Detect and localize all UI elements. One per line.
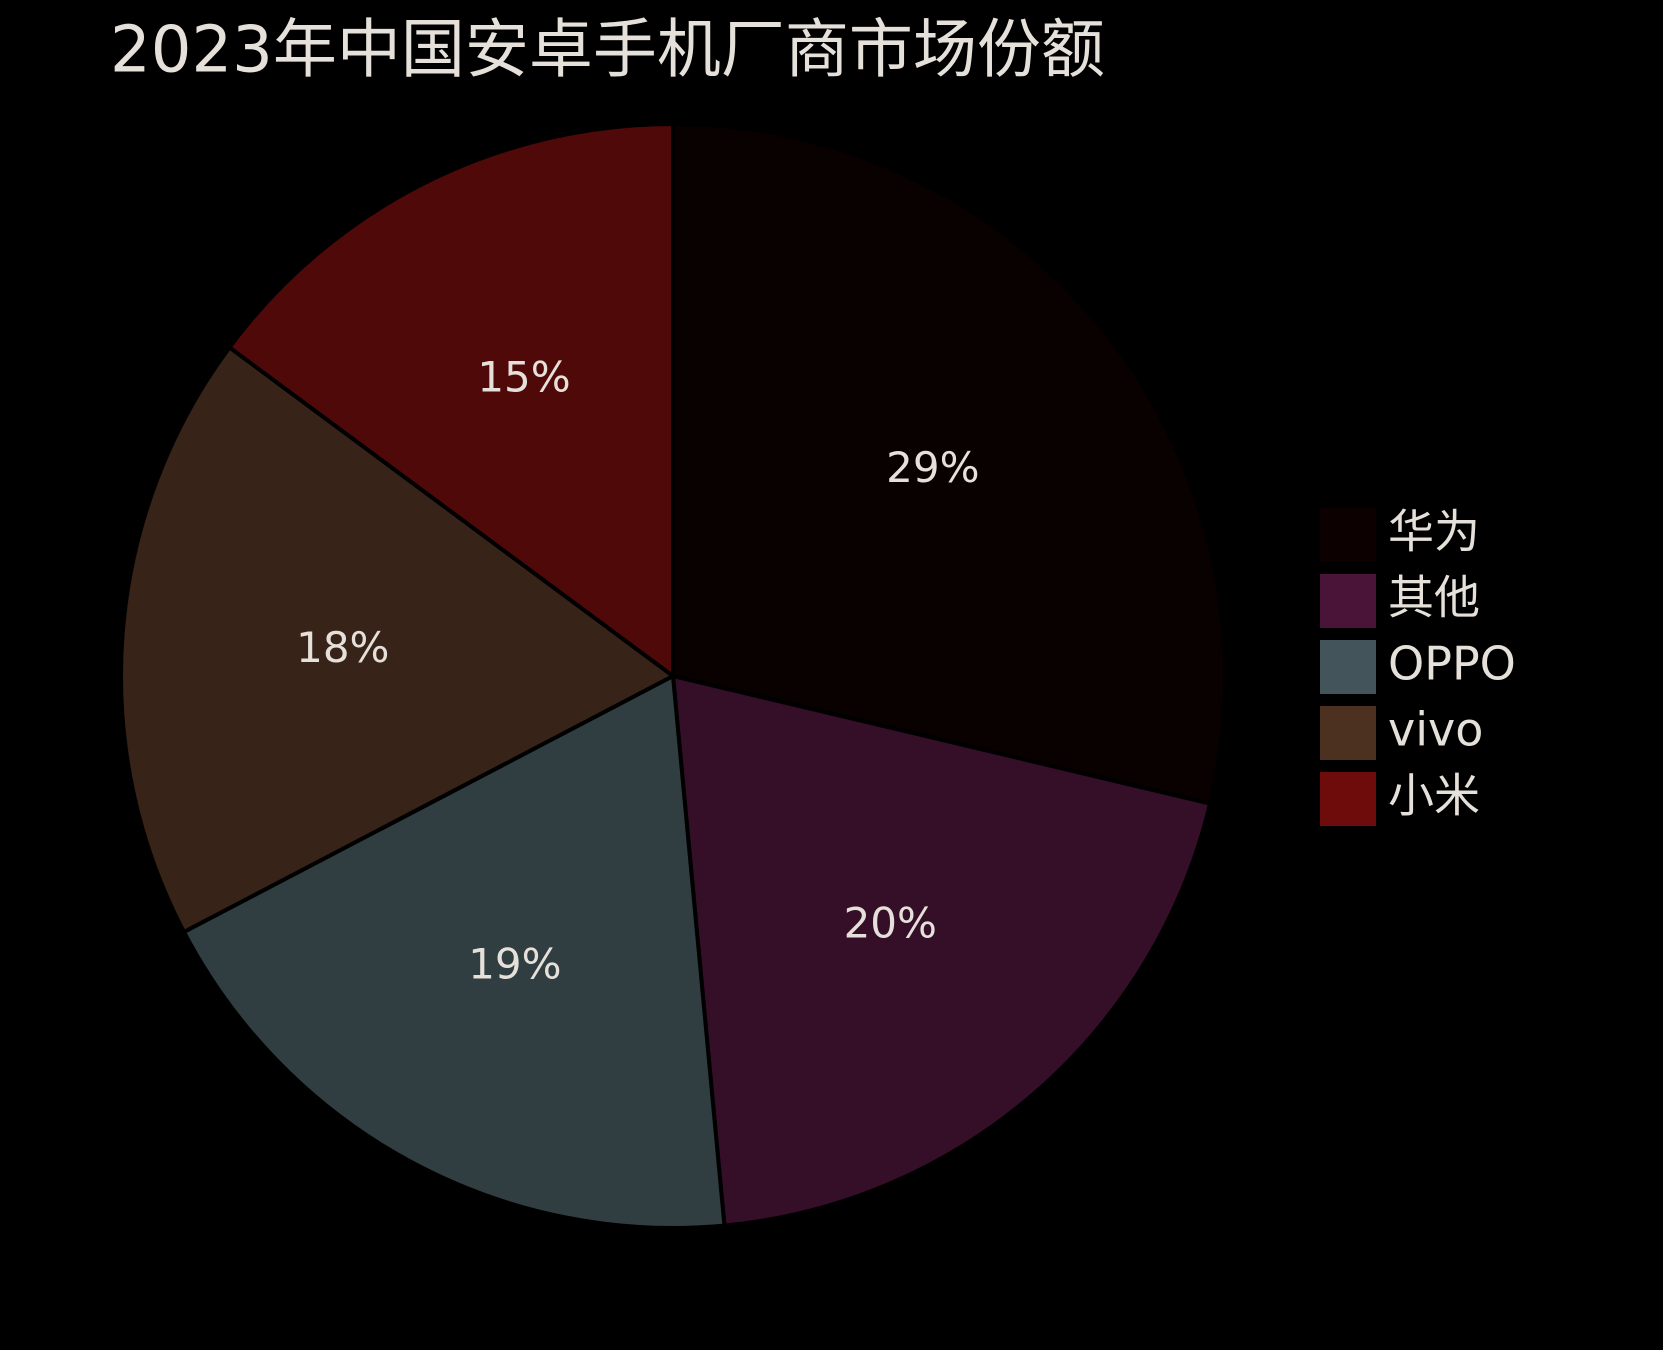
legend-swatch (1320, 640, 1376, 694)
legend-label: OPPO (1388, 637, 1516, 691)
data-label: 15% (477, 353, 570, 402)
pie-slice (226, 121, 675, 680)
legend-label: 小米 (1388, 769, 1480, 823)
chart-title: 2023年中国安卓手机厂商市场份额 (110, 14, 1105, 88)
data-label: 29% (886, 443, 979, 492)
data-label: 19% (468, 940, 561, 989)
pie-slice (181, 672, 727, 1230)
legend-label: 其他 (1388, 571, 1480, 625)
pie-slice (670, 673, 1213, 1228)
data-label: 20% (844, 898, 937, 947)
legend-swatch (1320, 508, 1376, 562)
legend-label: vivo (1388, 703, 1483, 757)
legend-swatch (1320, 772, 1376, 826)
data-label: 18% (296, 623, 389, 672)
pie-slice (119, 344, 677, 935)
legend-label: 华为 (1388, 505, 1480, 559)
legend-swatch (1320, 706, 1376, 760)
legend-swatch (1320, 574, 1376, 628)
pie-slice (671, 121, 1227, 807)
